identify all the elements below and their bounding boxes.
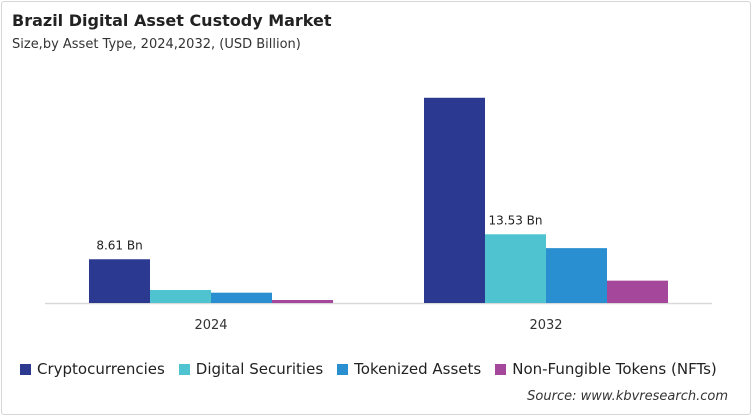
legend-item: Cryptocurrencies [20,360,165,378]
chart-title: Brazil Digital Asset Custody Market [12,11,332,30]
x-tick-label: 2032 [529,318,562,333]
bar-non-fungible-tokens-nfts--2032 [607,280,668,303]
bar-digital-securities-2032 [485,234,546,303]
source-note: Source: www.kbvresearch.com [527,389,728,404]
legend-swatch [178,363,190,375]
x-tick-label: 2024 [194,318,227,333]
bar-tokenized-assets-2024 [211,292,272,303]
legend-item: Digital Securities [178,360,324,378]
bar-non-fungible-tokens-nfts--2024 [272,300,333,303]
legend-item: Tokenized Assets [337,360,481,378]
legend: Cryptocurrencies Digital Securities Tokeni… [20,360,731,378]
legend-item: Non-Fungible Tokens (NFTs) [495,360,717,378]
chart-subtitle: Size,by Asset Type, 2024,2032, (USD Bill… [12,37,301,52]
legend-label: Cryptocurrencies [37,360,165,378]
legend-label: Tokenized Assets [354,360,482,378]
bar-tokenized-assets-2032 [546,248,607,303]
data-label: 8.61 Bn [96,238,142,252]
data-label: 13.53 Bn [488,213,542,227]
bar-cryptocurrencies-2024 [89,259,150,303]
bar-digital-securities-2024 [150,289,211,303]
legend-swatch [495,363,507,375]
bar-cryptocurrencies-2032 [424,97,485,303]
legend-label: Digital Securities [195,360,324,378]
legend-label: Non-Fungible Tokens (NFTs) [512,360,717,378]
legend-swatch [20,363,31,375]
legend-swatch [337,363,349,375]
